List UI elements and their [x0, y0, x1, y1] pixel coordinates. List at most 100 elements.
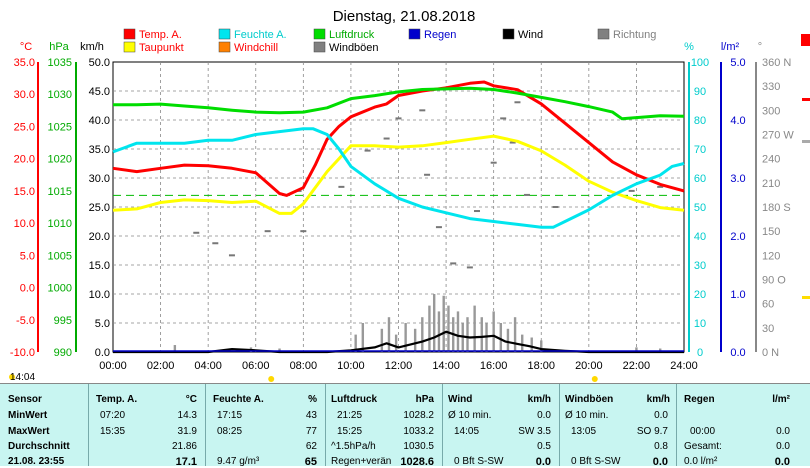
header-gust: Windböen [565, 394, 613, 405]
header-hum-unit: % [308, 394, 317, 405]
legend-swatch [598, 29, 609, 39]
temp-min-value: 14.3 [178, 410, 197, 421]
gust-avg-value: 0.8 [654, 441, 668, 452]
col-humidity: Feuchte A. % 17:15 43 08:25 77 62 9.47 g… [205, 384, 326, 466]
axis-label-humidity: % [684, 41, 694, 53]
axis-label-rain: l/m² [721, 41, 740, 53]
gust-bar [492, 311, 494, 352]
x-tick-label: 10:00 [337, 360, 365, 372]
y-tick-pressure: 1000 [48, 283, 72, 295]
y-tick-humidity: 0 [697, 347, 703, 359]
press-min-time: 21:25 [337, 410, 362, 421]
y-tick-pressure: 1015 [48, 186, 72, 198]
temp-avg-value: 21.86 [172, 441, 197, 452]
y-tick-temp: -5.0 [16, 315, 35, 327]
rain-max-value: 0.0 [776, 426, 790, 437]
y-tick-direction: 180 S [762, 202, 791, 214]
y-tick-wind: 5.0 [95, 318, 110, 330]
direction-marker [229, 254, 235, 256]
row-label-min: MinWert [8, 410, 47, 421]
x-axis-ticks: 00:0002:0004:0006:0008:0010:0012:0014:00… [9, 360, 698, 382]
col-sensor: Sensor MinWert MaxWert Durchschnitt 21.0… [0, 384, 89, 466]
x-tick-label: 14:00 [432, 360, 460, 372]
y-tick-direction: 330 [762, 81, 780, 93]
direction-marker [384, 138, 390, 140]
legend-swatch [219, 29, 230, 39]
header-wind: Wind [448, 394, 472, 405]
legend-label: Luftdruck [329, 29, 375, 41]
y-tick-wind: 0.0 [95, 347, 110, 359]
wind-avg-value: 0.5 [537, 441, 551, 452]
col-gust: Windböen km/h Ø 10 min. 0.0 13:05 SO 9.7… [559, 384, 677, 466]
y-tick-wind: 30.0 [89, 173, 110, 185]
rain-max-time: 00:00 [690, 426, 715, 437]
hum-max-time: 08:25 [217, 426, 242, 437]
gust-bar [433, 294, 435, 352]
y-tick-humidity: 70 [694, 144, 706, 156]
legend-swatch [314, 42, 325, 52]
direction-marker [491, 162, 497, 164]
current-time-label: 14:04 [10, 372, 35, 383]
wind-max-time: 14:05 [454, 426, 479, 437]
y-tick-wind: 15.0 [89, 260, 110, 272]
wind-min-value: 0.0 [537, 410, 551, 421]
y-tick-pressure: 1025 [48, 121, 72, 133]
y-tick-direction: 30 [762, 323, 774, 335]
gust-bar [421, 317, 423, 352]
rain-total-value: 0.0 [776, 441, 790, 452]
y-tick-temp: -10.0 [10, 347, 35, 359]
y-tick-temp: 15.0 [14, 186, 35, 198]
press-max-time: 15:25 [337, 426, 362, 437]
y-tick-temp: 10.0 [14, 218, 35, 230]
weather-chart: Dienstag, 21.08.2018 Temp. A.Feuchte A.L… [0, 0, 810, 383]
axis-label-pressure: hPa [49, 41, 69, 53]
x-tick-label: 06:00 [242, 360, 270, 372]
y-tick-wind: 40.0 [89, 115, 110, 127]
x-tick-label: 02:00 [147, 360, 175, 372]
gust-bar [388, 317, 390, 352]
direction-marker [365, 150, 371, 152]
direction-marker [265, 230, 271, 232]
header-temp: Temp. A. [96, 394, 137, 405]
header-gust-unit: km/h [647, 394, 670, 405]
row-label-current: 21.08. 23:55 [8, 456, 64, 467]
rain-current-value: 0.0 [775, 456, 790, 468]
x-tick-label: 18:00 [527, 360, 555, 372]
direction-marker [193, 232, 199, 234]
direction-marker [629, 190, 635, 192]
time-marker [268, 376, 274, 382]
legend-label: Windchill [234, 42, 278, 54]
y-tick-wind: 20.0 [89, 231, 110, 243]
header-temp-unit: °C [186, 394, 197, 405]
press-forecast: Regen+verän [331, 456, 391, 467]
y-tick-wind: 10.0 [89, 289, 110, 301]
abs-humidity: 9.47 g/m³ [217, 456, 259, 467]
y-tick-direction: 150 [762, 226, 780, 238]
direction-marker [436, 226, 442, 228]
header-rain-unit: l/m² [772, 394, 790, 405]
y-tick-wind: 50.0 [89, 57, 110, 69]
legend-label: Taupunkt [139, 42, 184, 54]
y-tick-temp: 25.0 [14, 121, 35, 133]
y-tick-humidity: 80 [694, 115, 706, 127]
press-avg-value: 1030.5 [403, 441, 434, 452]
axis-label-wind: km/h [80, 41, 104, 53]
header-hum: Feuchte A. [213, 394, 264, 405]
y-tick-direction: 90 O [762, 275, 786, 287]
press-trend: ^1.5hPa/h [331, 441, 376, 452]
rain-current-rate: 0.0 l/m² [684, 456, 717, 467]
gust-beaufort: 0 Bft S-SW [571, 456, 620, 467]
gust-bar [514, 317, 516, 352]
y-tick-humidity: 30 [694, 260, 706, 272]
y-tick-direction: 270 W [762, 130, 794, 142]
wind-beaufort: 0 Bft S-SW [454, 456, 503, 467]
gust-bar [457, 311, 459, 352]
legend-label: Feuchte A. [234, 29, 287, 41]
gust-current-value: 0.0 [653, 456, 668, 468]
gust-bar [414, 329, 416, 352]
y-tick-temp: 30.0 [14, 89, 35, 101]
y-tick-direction: 300 [762, 105, 780, 117]
y-tick-pressure: 1010 [48, 218, 72, 230]
direction-marker [424, 174, 430, 176]
